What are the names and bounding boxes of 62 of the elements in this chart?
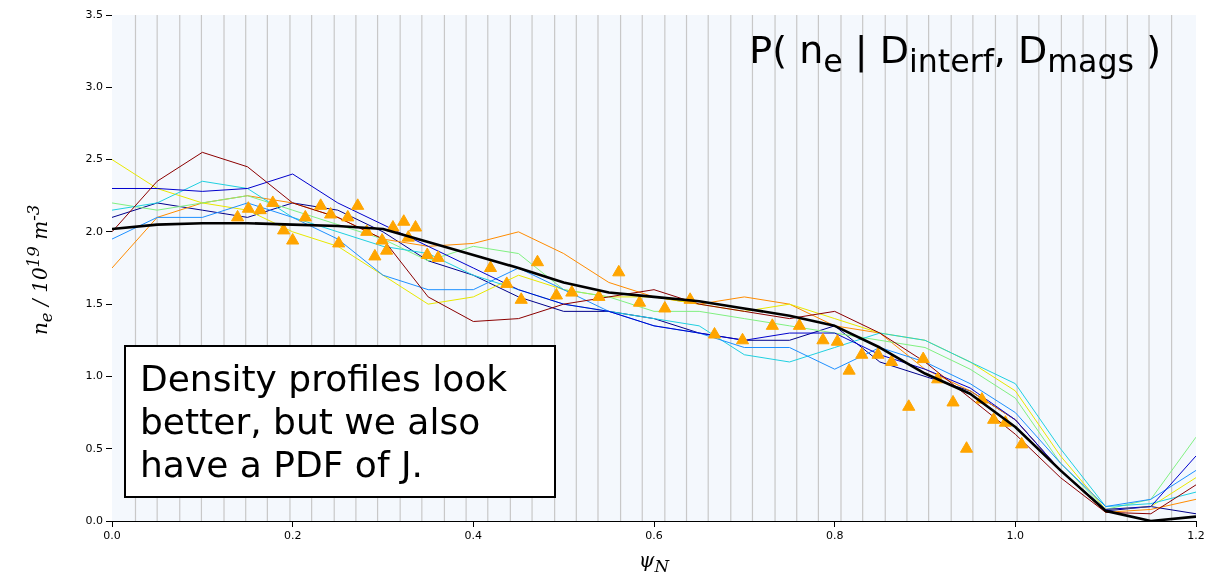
point xyxy=(765,318,779,330)
annotation: P( n$_{e}$ | D$_{interf}$, D$_{mags}$ ) xyxy=(749,28,1161,79)
point xyxy=(959,441,974,453)
point xyxy=(612,264,626,277)
point xyxy=(375,233,389,245)
point xyxy=(397,214,411,226)
point xyxy=(332,235,346,248)
x-tick-label: 0.0 xyxy=(103,529,121,543)
point xyxy=(324,207,338,219)
point xyxy=(314,198,328,210)
annotation: Density profiles look better, but we also have a PDF of J. xyxy=(124,345,556,498)
point xyxy=(707,327,722,339)
y-tick-label: 1.0 xyxy=(85,369,103,383)
point xyxy=(530,254,545,267)
point xyxy=(816,332,830,345)
point xyxy=(368,248,382,261)
point xyxy=(380,243,394,255)
y-tick-label: 0.5 xyxy=(85,441,103,455)
point xyxy=(792,318,806,330)
point xyxy=(830,334,844,346)
point xyxy=(231,209,245,222)
point xyxy=(341,209,355,222)
point xyxy=(351,198,365,210)
x-tick-label: 1.2 xyxy=(1187,529,1205,543)
x-tick-label: 0.2 xyxy=(283,529,302,543)
x-tick-label: 0.8 xyxy=(825,529,844,543)
point xyxy=(514,292,528,304)
point xyxy=(253,202,267,215)
x-tick-label: 1.0 xyxy=(1006,529,1025,543)
point xyxy=(500,276,514,288)
y-tick-label: 3.5 xyxy=(85,7,103,21)
point xyxy=(946,394,960,407)
point xyxy=(286,233,300,245)
point xyxy=(408,220,423,232)
point xyxy=(549,287,563,300)
point xyxy=(855,347,869,359)
point xyxy=(592,289,606,301)
point xyxy=(241,201,255,213)
point xyxy=(658,300,672,313)
y-tick-label: 2.0 xyxy=(85,224,103,238)
point xyxy=(885,354,899,366)
y-tick-label: 3.0 xyxy=(85,80,103,94)
point xyxy=(420,247,434,259)
point xyxy=(735,332,750,345)
y-tick-label: 2.5 xyxy=(85,152,103,166)
point xyxy=(1015,436,1029,449)
y-tick-label: 1.5 xyxy=(85,297,103,310)
point xyxy=(431,250,445,262)
point xyxy=(987,412,1001,424)
x-tick-label: 0.4 xyxy=(464,529,483,543)
point xyxy=(266,195,280,207)
point xyxy=(871,347,885,359)
y-tick-label: 0.0 xyxy=(85,513,103,527)
x-tick-label: 0.6 xyxy=(645,529,663,543)
x-axis-title: ψ$_{N}$ xyxy=(637,548,671,576)
point xyxy=(483,260,498,272)
point xyxy=(902,399,916,411)
point xyxy=(632,295,647,307)
point xyxy=(298,209,312,222)
point xyxy=(916,351,930,364)
point xyxy=(565,285,579,297)
point xyxy=(842,363,856,375)
